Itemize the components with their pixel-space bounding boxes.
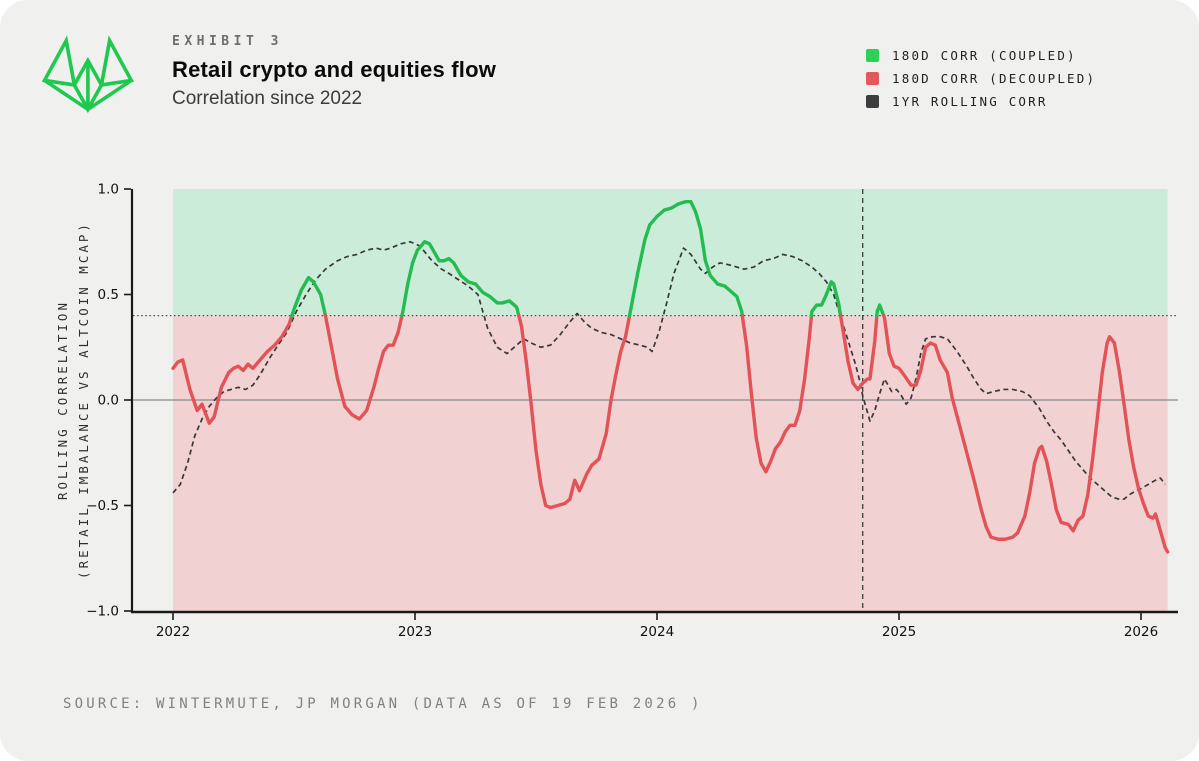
- corr-180d-decoupled-segment: [838, 313, 879, 392]
- legend-item-yearly: 1YR ROLLING CORR: [866, 90, 1096, 113]
- corr-180d-coupled-segment: [875, 303, 886, 318]
- page-subtitle: Correlation since 2022: [172, 88, 363, 109]
- legend-label: 180D CORR (DECOUPLED): [892, 71, 1097, 86]
- y-tick-label: 0.0: [98, 393, 119, 409]
- corr-180d-coupled-segment: [290, 275, 328, 318]
- y-tick-label: 1.0: [98, 182, 119, 198]
- legend: 180D CORR (COUPLED) 180D CORR (DECOUPLED…: [866, 44, 1096, 113]
- exhibit-label: EXHIBIT 3: [172, 34, 283, 49]
- corr-180d-decoupled-segment: [517, 313, 632, 510]
- decoupled-band: [173, 315, 1168, 611]
- corr-180d-decoupled-segment: [740, 313, 814, 474]
- wintermute-logo-icon: [41, 35, 134, 114]
- corr-180d-decoupled-segment: [323, 313, 404, 421]
- x-tick-label: 2024: [640, 624, 674, 640]
- corr-180d-decoupled-segment: [881, 313, 1170, 554]
- x-tick-label: 2026: [1124, 624, 1158, 640]
- x-tick-label: 2022: [156, 624, 190, 640]
- y-axis-title: ROLLING CORRELATION (RETAIL IMBALANCE VS…: [52, 221, 94, 579]
- logo-lines: [41, 35, 134, 114]
- y-axis-title-line1: ROLLING CORRELATION: [55, 300, 70, 500]
- source-note: SOURCE: WINTERMUTE, JP MORGAN (DATA AS O…: [63, 696, 703, 712]
- y-tick-label: −0.5: [86, 498, 119, 514]
- x-tick-label: 2023: [398, 624, 432, 640]
- corr-180d-coupled-segment: [809, 280, 843, 318]
- y-tick-label: −1.0: [86, 604, 119, 620]
- chart-header: EXHIBIT 3 Retail crypto and equities flo…: [172, 34, 496, 110]
- legend-label: 180D CORR (COUPLED): [892, 48, 1077, 63]
- y-tick-label: 0.5: [98, 287, 119, 303]
- yearly-swatch-icon: [866, 95, 879, 108]
- coupled-swatch-icon: [866, 49, 879, 62]
- legend-item-coupled: 180D CORR (COUPLED): [866, 44, 1096, 67]
- x-tick-label: 2025: [882, 624, 916, 640]
- corr-180d-coupled-segment: [627, 199, 745, 318]
- legend-label: 1YR ROLLING CORR: [892, 94, 1048, 109]
- legend-item-decoupled: 180D CORR (DECOUPLED): [866, 67, 1096, 90]
- corr-180d-coupled-segment: [400, 240, 521, 318]
- y-axis-title-line2: (RETAIL IMBALANCE VS ALTCOIN MCAP): [76, 221, 91, 579]
- corr-180d-decoupled-segment: [171, 313, 294, 425]
- page-title: Retail crypto and equities flow: [172, 57, 497, 82]
- decoupled-swatch-icon: [866, 72, 879, 85]
